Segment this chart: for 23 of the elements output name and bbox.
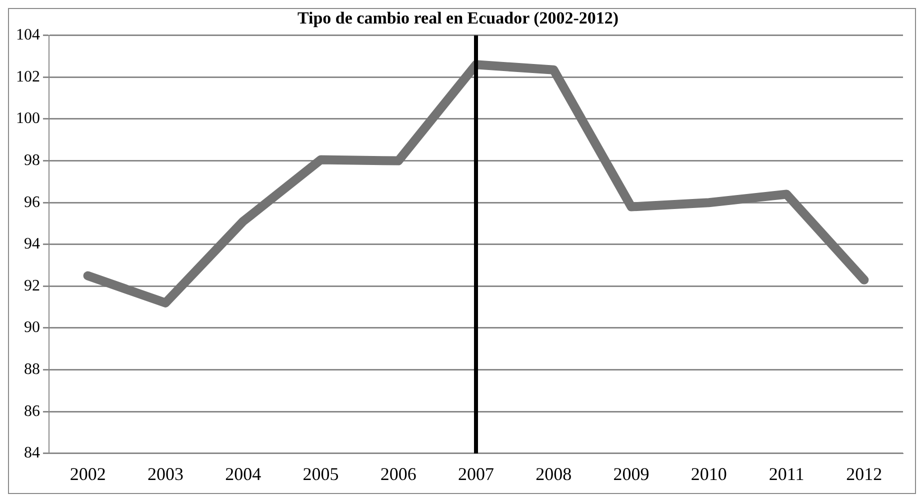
x-tick-label: 2011 bbox=[768, 464, 804, 484]
y-tick-label: 90 bbox=[24, 319, 40, 336]
y-tick-label: 98 bbox=[24, 152, 40, 170]
y-tick-label: 84 bbox=[24, 444, 40, 462]
y-tick-label: 104 bbox=[16, 26, 40, 44]
x-tick-label: 2007 bbox=[458, 464, 494, 484]
x-tick-label: 2010 bbox=[690, 464, 727, 484]
x-tick-label: 2005 bbox=[302, 464, 339, 484]
y-tick-label: 94 bbox=[24, 236, 40, 253]
y-tick-label: 96 bbox=[24, 194, 40, 211]
x-tick-label: 2008 bbox=[536, 464, 572, 484]
x-tick-label: 2012 bbox=[846, 464, 882, 484]
y-tick-label: 100 bbox=[16, 110, 40, 128]
x-tick-label: 2006 bbox=[380, 464, 416, 484]
x-tick-label: 2004 bbox=[225, 464, 262, 484]
x-tick-label: 2009 bbox=[613, 464, 650, 484]
y-tick-label: 88 bbox=[24, 361, 40, 378]
y-tick-label: 102 bbox=[16, 68, 40, 86]
x-tick-label: 2002 bbox=[70, 464, 106, 484]
y-tick-label: 92 bbox=[24, 277, 40, 294]
chart-title: Tipo de cambio real en Ecuador (2002-2012) bbox=[297, 8, 619, 28]
x-tick-label: 2003 bbox=[147, 464, 184, 484]
y-tick-label: 86 bbox=[24, 402, 40, 420]
